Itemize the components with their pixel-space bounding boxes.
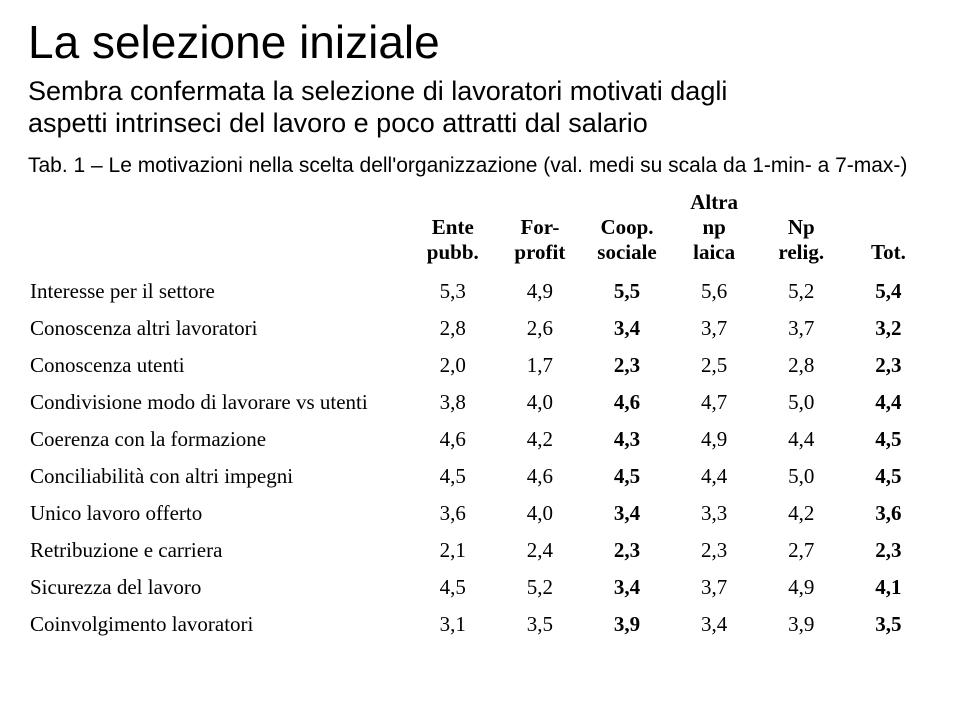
cell: 2,7 [758, 532, 845, 569]
cell: 4,5 [583, 458, 670, 495]
cell: 4,4 [758, 421, 845, 458]
cell: 2,8 [409, 310, 496, 347]
cell: 3,4 [671, 606, 758, 643]
col-header-2: For-profit [496, 184, 583, 273]
table-body: Interesse per il settore5,34,95,55,65,25… [28, 273, 932, 643]
cell: 5,4 [845, 273, 932, 310]
cell: 4,0 [496, 495, 583, 532]
cell: 3,6 [845, 495, 932, 532]
table-row: Unico lavoro offerto3,64,03,43,34,23,6 [28, 495, 932, 532]
cell: 4,9 [496, 273, 583, 310]
row-label: Coerenza con la formazione [28, 421, 409, 458]
cell: 4,6 [409, 421, 496, 458]
table-caption: Tab. 1 – Le motivazioni nella scelta del… [28, 154, 932, 178]
table-header: Entepubb.For-profitCoop.socialeAltranpla… [28, 184, 932, 273]
subtitle-line-2: aspetti intrinseci del lavoro e poco att… [28, 108, 648, 138]
cell: 3,8 [409, 384, 496, 421]
cell: 4,5 [409, 569, 496, 606]
table-row: Condivisione modo di lavorare vs utenti3… [28, 384, 932, 421]
table-row: Coerenza con la formazione4,64,24,34,94,… [28, 421, 932, 458]
cell: 2,0 [409, 347, 496, 384]
col-header-4: Altranplaica [671, 184, 758, 273]
cell: 5,5 [583, 273, 670, 310]
cell: 4,2 [758, 495, 845, 532]
cell: 2,3 [583, 532, 670, 569]
table-row: Conoscenza altri lavoratori2,82,63,43,73… [28, 310, 932, 347]
row-label: Conciliabilità con altri impegni [28, 458, 409, 495]
cell: 3,7 [758, 310, 845, 347]
subtitle-line-1: Sembra confermata la selezione di lavora… [28, 76, 727, 106]
motivations-table: Entepubb.For-profitCoop.socialeAltranpla… [28, 184, 932, 643]
col-header-0 [28, 184, 409, 273]
cell: 2,6 [496, 310, 583, 347]
table-row: Retribuzione e carriera2,12,42,32,32,72,… [28, 532, 932, 569]
cell: 5,2 [758, 273, 845, 310]
cell: 5,0 [758, 458, 845, 495]
col-header-3: Coop.sociale [583, 184, 670, 273]
row-label: Unico lavoro offerto [28, 495, 409, 532]
table-row: Conciliabilità con altri impegni4,54,64,… [28, 458, 932, 495]
cell: 3,3 [671, 495, 758, 532]
cell: 4,7 [671, 384, 758, 421]
table-row: Interesse per il settore5,34,95,55,65,25… [28, 273, 932, 310]
cell: 5,0 [758, 384, 845, 421]
col-header-1: Entepubb. [409, 184, 496, 273]
cell: 5,6 [671, 273, 758, 310]
cell: 2,3 [845, 532, 932, 569]
cell: 4,5 [845, 421, 932, 458]
cell: 3,4 [583, 495, 670, 532]
cell: 4,5 [409, 458, 496, 495]
cell: 2,5 [671, 347, 758, 384]
table-row: Coinvolgimento lavoratori3,13,53,93,43,9… [28, 606, 932, 643]
row-label: Coinvolgimento lavoratori [28, 606, 409, 643]
cell: 3,2 [845, 310, 932, 347]
cell: 4,4 [671, 458, 758, 495]
row-label: Interesse per il settore [28, 273, 409, 310]
row-label: Sicurezza del lavoro [28, 569, 409, 606]
cell: 2,8 [758, 347, 845, 384]
cell: 2,3 [671, 532, 758, 569]
cell: 4,3 [583, 421, 670, 458]
cell: 3,7 [671, 310, 758, 347]
cell: 4,0 [496, 384, 583, 421]
cell: 4,5 [845, 458, 932, 495]
slide-subtitle: Sembra confermata la selezione di lavora… [28, 76, 932, 140]
row-label: Conoscenza altri lavoratori [28, 310, 409, 347]
row-label: Retribuzione e carriera [28, 532, 409, 569]
cell: 3,9 [583, 606, 670, 643]
col-header-6: Tot. [845, 184, 932, 273]
cell: 5,2 [496, 569, 583, 606]
row-label: Conoscenza utenti [28, 347, 409, 384]
cell: 3,9 [758, 606, 845, 643]
cell: 3,4 [583, 569, 670, 606]
cell: 3,4 [583, 310, 670, 347]
col-header-5: Nprelig. [758, 184, 845, 273]
cell: 4,6 [583, 384, 670, 421]
cell: 2,1 [409, 532, 496, 569]
cell: 1,7 [496, 347, 583, 384]
cell: 3,5 [496, 606, 583, 643]
cell: 4,6 [496, 458, 583, 495]
cell: 4,2 [496, 421, 583, 458]
slide-title: La selezione iniziale [28, 18, 932, 66]
cell: 3,1 [409, 606, 496, 643]
row-label: Condivisione modo di lavorare vs utenti [28, 384, 409, 421]
cell: 4,4 [845, 384, 932, 421]
cell: 3,7 [671, 569, 758, 606]
table-row: Sicurezza del lavoro4,55,23,43,74,94,1 [28, 569, 932, 606]
cell: 4,1 [845, 569, 932, 606]
cell: 3,5 [845, 606, 932, 643]
cell: 4,9 [758, 569, 845, 606]
cell: 5,3 [409, 273, 496, 310]
table-row: Conoscenza utenti2,01,72,32,52,82,3 [28, 347, 932, 384]
cell: 2,3 [583, 347, 670, 384]
cell: 2,3 [845, 347, 932, 384]
cell: 2,4 [496, 532, 583, 569]
cell: 4,9 [671, 421, 758, 458]
cell: 3,6 [409, 495, 496, 532]
